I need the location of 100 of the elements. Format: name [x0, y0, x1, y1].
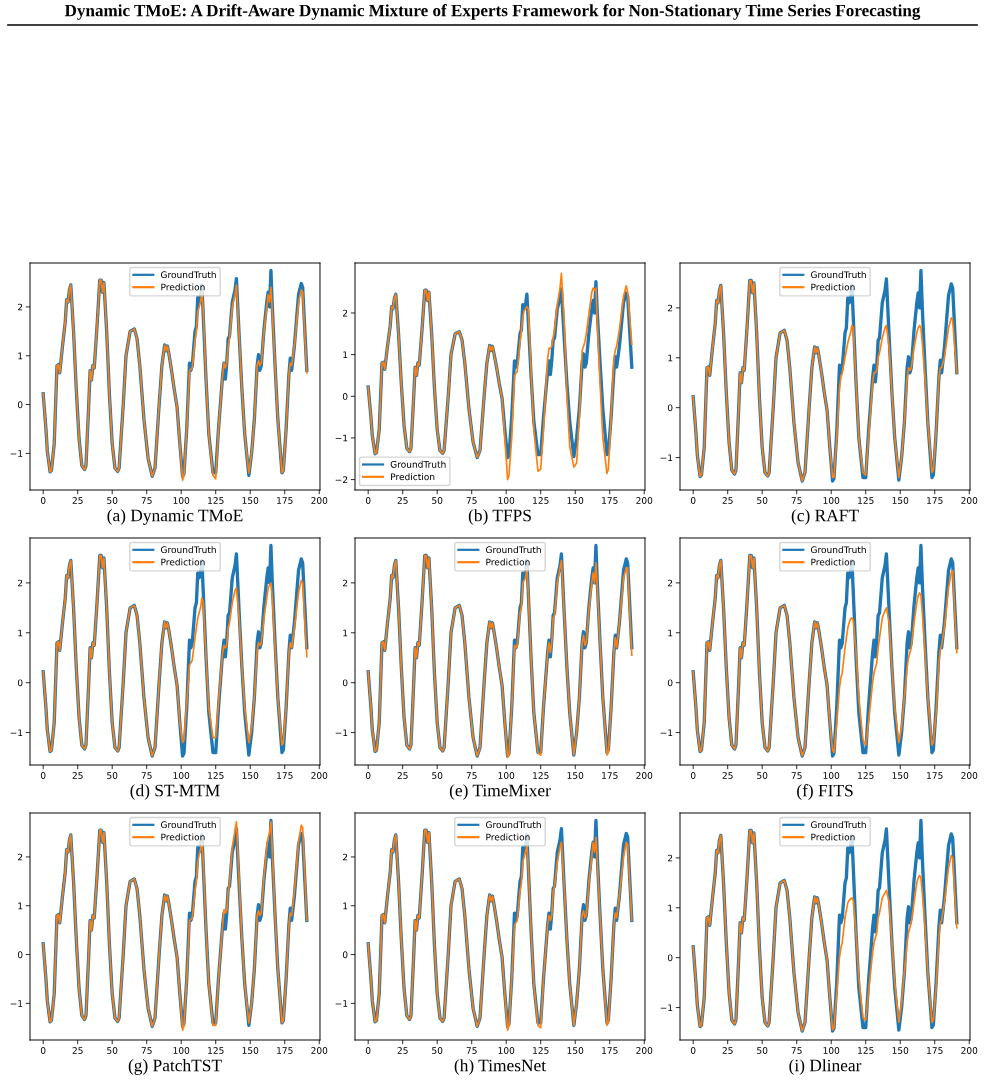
text: (i) Dlinear — [789, 1059, 862, 1075]
x-tick-label: 0 — [365, 772, 371, 779]
y-tick-label: 2 — [17, 853, 23, 861]
y-tick-label: 2 — [342, 579, 348, 587]
x-tick-label: 0 — [690, 772, 696, 779]
x-tick-label: 75 — [791, 497, 802, 504]
x-tick-label: 125 — [208, 772, 224, 779]
y-tick-label: 2 — [17, 303, 23, 311]
x-tick-label: 125 — [858, 772, 874, 779]
x-tick-label: 100 — [173, 1047, 190, 1054]
x-tick-label: 25 — [72, 497, 83, 504]
x-tick-label: 150 — [242, 497, 259, 504]
x-tick-label: 75 — [141, 497, 152, 504]
legend-label: Prediction — [486, 833, 530, 841]
x-tick-label: 200 — [961, 772, 978, 779]
x-tick-label: 125 — [533, 1047, 549, 1054]
y-tick-label: 1 — [668, 904, 673, 912]
y-tick-label: −1 — [335, 1000, 348, 1007]
y-tick-label: −1 — [660, 454, 673, 461]
y-tick-label: 1 — [343, 629, 348, 637]
x-tick-label: 175 — [927, 1047, 943, 1054]
y-tick-label: −2 — [335, 476, 348, 484]
x-tick-label: 175 — [927, 497, 943, 504]
x-tick-label: 50 — [757, 1047, 768, 1054]
text: (f) FITS — [797, 784, 853, 800]
y-tick-label: 1 — [668, 629, 673, 637]
y-tick-label: 2 — [667, 854, 673, 862]
x-tick-label: 175 — [602, 772, 618, 779]
y-tick-label: −1 — [660, 1004, 673, 1011]
y-tick-label: 1 — [343, 902, 348, 910]
x-tick-label: 125 — [858, 1047, 874, 1054]
x-tick-label: 75 — [466, 497, 477, 504]
y-tick-label: 1 — [668, 354, 673, 362]
x-tick-label: 150 — [242, 772, 259, 779]
legend-label: Prediction — [486, 558, 530, 566]
x-tick-label: 50 — [757, 497, 768, 504]
x-tick-label: 100 — [823, 1047, 840, 1054]
x-tick-label: 200 — [636, 1047, 653, 1054]
x-tick-label: 25 — [397, 1047, 408, 1054]
x-tick-label: 200 — [636, 497, 653, 504]
y-tick-label: 1 — [343, 351, 348, 359]
x-tick-label: 25 — [397, 497, 408, 504]
x-tick-label: 150 — [892, 497, 909, 504]
x-tick-label: 0 — [365, 1047, 371, 1054]
x-tick-label: 100 — [823, 497, 840, 504]
x-tick-label: 50 — [107, 772, 118, 779]
x-tick-label: 0 — [690, 1047, 696, 1054]
x-tick-label: 175 — [602, 1047, 618, 1054]
x-tick-label: 200 — [311, 772, 328, 779]
x-tick-label: 125 — [208, 497, 224, 504]
text: (g) PatchTST — [128, 1059, 222, 1075]
x-tick-label: 125 — [533, 772, 549, 779]
y-tick-label: −1 — [10, 1000, 23, 1007]
x-tick-label: 100 — [173, 497, 190, 504]
x-tick-label: 150 — [567, 497, 584, 504]
y-tick-label: −1 — [335, 434, 348, 442]
x-tick-label: 0 — [40, 772, 46, 779]
x-tick-label: 50 — [757, 772, 768, 779]
x-tick-label: 75 — [141, 1047, 152, 1054]
y-tick-label: 0 — [17, 679, 23, 687]
x-tick-label: 75 — [141, 772, 152, 779]
x-tick-label: 50 — [432, 1047, 443, 1054]
legend-label: GroundTruth — [161, 546, 216, 554]
y-tick-label: 0 — [17, 401, 23, 409]
x-tick-label: 175 — [277, 772, 293, 779]
legend-label: Prediction — [811, 558, 855, 566]
x-tick-label: 25 — [722, 1047, 733, 1054]
x-tick-label: 25 — [397, 772, 408, 779]
legend-label: GroundTruth — [811, 546, 866, 554]
text: (e) TimeMixer — [449, 784, 551, 800]
text: (a) Dynamic TMoE — [107, 509, 243, 525]
y-tick-label: 1 — [18, 629, 23, 637]
x-tick-label: 175 — [927, 772, 943, 779]
y-tick-label: 0 — [342, 679, 348, 687]
legend-label: GroundTruth — [486, 546, 541, 554]
y-tick-label: 0 — [342, 951, 348, 959]
y-tick-label: 2 — [17, 579, 23, 587]
x-tick-label: 75 — [466, 772, 477, 779]
y-tick-label: 2 — [342, 853, 348, 861]
x-tick-label: 25 — [722, 497, 733, 504]
x-tick-label: 50 — [432, 497, 443, 504]
x-tick-label: 75 — [466, 1047, 477, 1054]
x-tick-label: 0 — [690, 497, 696, 504]
text: (d) ST-MTM — [130, 784, 220, 800]
y-tick-label: 0 — [17, 951, 23, 959]
legend-label: Prediction — [161, 833, 205, 841]
legend-label: Prediction — [811, 833, 855, 841]
y-tick-label: 1 — [18, 352, 23, 360]
x-tick-label: 0 — [365, 497, 371, 504]
legend-label: Prediction — [391, 473, 435, 481]
x-tick-label: 100 — [498, 772, 515, 779]
x-tick-label: 200 — [311, 497, 328, 504]
x-tick-label: 150 — [892, 1047, 909, 1054]
y-tick-label: −1 — [660, 729, 673, 736]
y-tick-label: 1 — [18, 902, 23, 910]
x-tick-label: 200 — [636, 772, 653, 779]
legend-label: GroundTruth — [486, 821, 541, 829]
x-tick-label: 0 — [40, 1047, 46, 1054]
x-tick-label: 50 — [432, 772, 443, 779]
x-tick-label: 150 — [567, 1047, 584, 1054]
